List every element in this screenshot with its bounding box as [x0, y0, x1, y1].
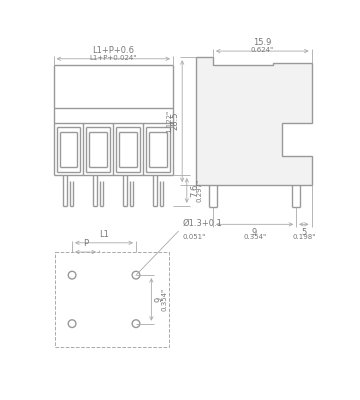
- Text: L1: L1: [99, 230, 109, 239]
- Text: 0.354": 0.354": [243, 234, 266, 240]
- Text: 0.198": 0.198": [292, 234, 315, 240]
- Text: L1+P+0.024": L1+P+0.024": [90, 55, 137, 61]
- Text: 9: 9: [252, 228, 257, 237]
- Text: P: P: [83, 239, 88, 248]
- Text: 7.6: 7.6: [190, 184, 199, 197]
- Text: 1.122": 1.122": [166, 110, 172, 133]
- Text: 0.354": 0.354": [161, 288, 167, 311]
- Polygon shape: [196, 57, 311, 185]
- Text: 15.9: 15.9: [253, 38, 271, 47]
- Text: Ø1.3+0.1: Ø1.3+0.1: [182, 218, 222, 228]
- Text: 28.5: 28.5: [170, 112, 179, 130]
- Text: 9: 9: [154, 297, 163, 302]
- Text: 5: 5: [301, 228, 306, 237]
- Text: 0.051": 0.051": [182, 234, 206, 240]
- Text: 0.297": 0.297": [197, 179, 203, 202]
- Bar: [55, 252, 169, 347]
- Text: L1+P+0.6: L1+P+0.6: [92, 46, 134, 55]
- Text: 0.624": 0.624": [251, 47, 274, 53]
